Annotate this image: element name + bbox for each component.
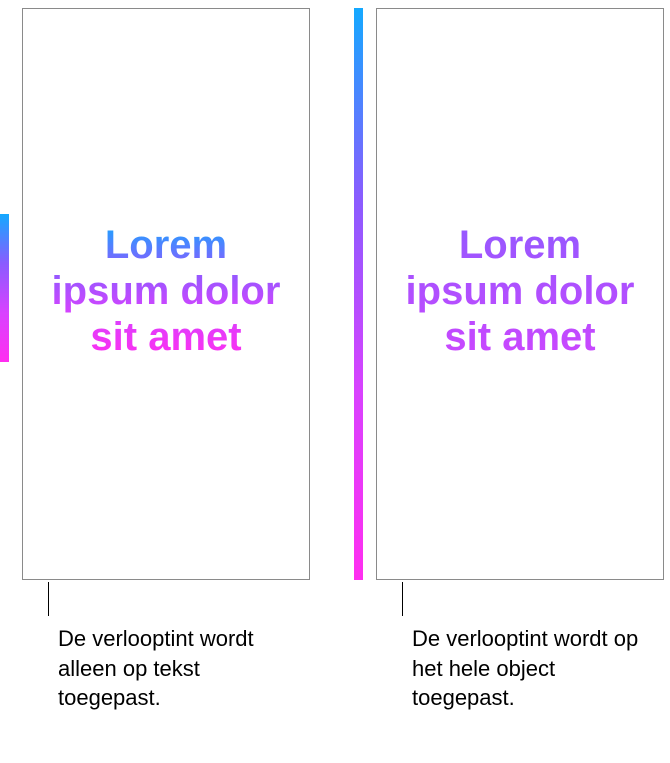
caption-left: De verlooptint wordt alleen op tekst toe…	[58, 624, 308, 713]
sample-text-left: Lorem ipsum dolor sit amet	[42, 222, 290, 360]
text-line: ipsum dolor	[406, 269, 635, 313]
gradient-strip-right	[354, 8, 363, 580]
text-line: sit amet	[90, 315, 241, 359]
sample-text-right: Lorem ipsum dolor sit amet	[396, 222, 644, 360]
text-line: sit amet	[444, 315, 595, 359]
text-line: Lorem	[105, 223, 227, 267]
caption-right: De verlooptint wordt op het hele object …	[412, 624, 662, 713]
callout-tick-left	[48, 582, 49, 616]
gradient-strip-left	[0, 214, 9, 362]
callout-tick-right	[402, 582, 403, 616]
text-line: Lorem	[459, 223, 581, 267]
diagram-stage: Lorem ipsum dolor sit amet Lorem ipsum d…	[0, 0, 670, 763]
text-line: ipsum dolor	[52, 269, 281, 313]
